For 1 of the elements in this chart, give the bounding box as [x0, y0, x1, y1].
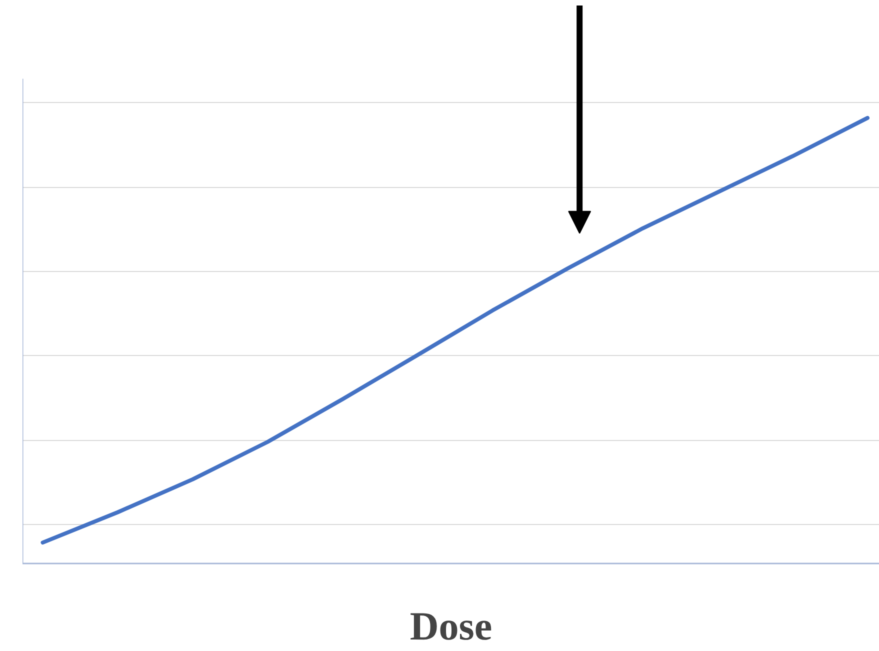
x-axis-title: Dose	[410, 604, 492, 648]
